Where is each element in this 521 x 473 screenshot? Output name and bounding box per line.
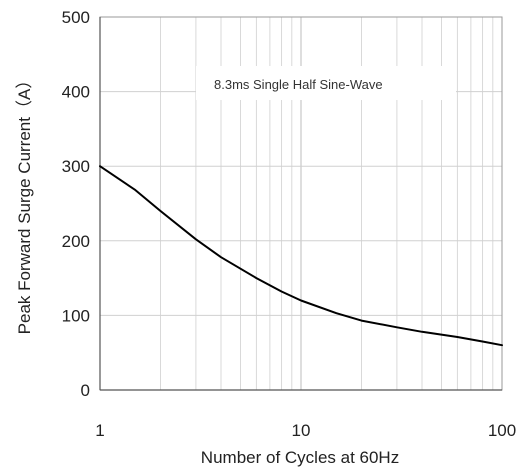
series xyxy=(99,165,503,347)
y-tick-label: 300 xyxy=(62,157,90,176)
annotation-box: 8.3ms Single Half Sine-Wave xyxy=(196,66,456,100)
x-tick-label: 10 xyxy=(292,421,311,440)
x-tick-label: 1 xyxy=(95,421,104,440)
y-tick-label: 500 xyxy=(62,8,90,27)
x-tick-label: 100 xyxy=(488,421,516,440)
y-axis-title: Peak Forward Surge Current（A） xyxy=(15,72,34,335)
y-tick-label: 400 xyxy=(62,83,90,102)
y-tick-label: 0 xyxy=(81,381,90,400)
axes xyxy=(99,16,503,391)
x-axis-title: Number of Cycles at 60Hz xyxy=(201,448,399,467)
annotation-background xyxy=(196,66,456,100)
y-tick-label: 200 xyxy=(62,232,90,251)
series-line-0 xyxy=(99,165,503,347)
y-tick-label: 100 xyxy=(62,306,90,325)
tick-labels: 0 100 200 300 400 500 1 10 100 xyxy=(62,8,517,440)
annotation-text: 8.3ms Single Half Sine-Wave xyxy=(214,77,383,92)
